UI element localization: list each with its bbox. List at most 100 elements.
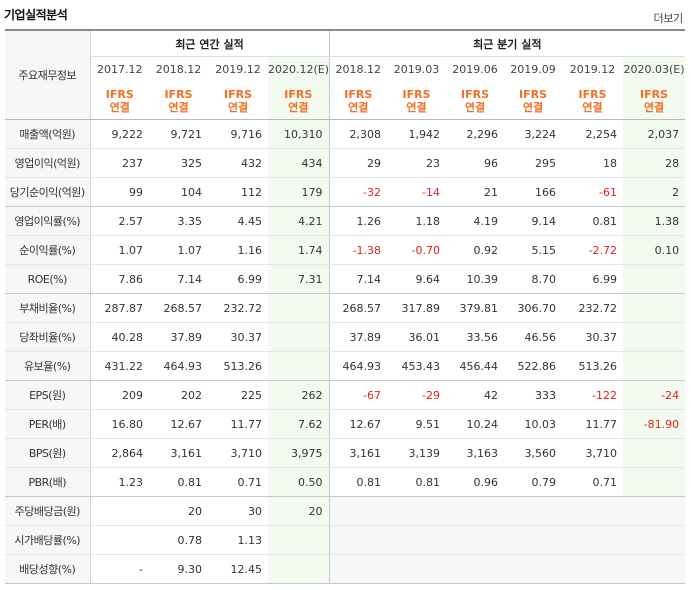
value-cell: 513.26 bbox=[562, 351, 624, 381]
value-cell: 0.71 bbox=[562, 467, 624, 497]
basis-label: 연결 bbox=[582, 100, 603, 114]
value-cell bbox=[446, 496, 505, 526]
value-cell: -81.90 bbox=[623, 409, 686, 439]
ifrs-label: IFRS bbox=[105, 87, 134, 101]
row-label: 순이익률(%) bbox=[5, 235, 91, 265]
value-cell: 18 bbox=[562, 148, 624, 178]
value-cell bbox=[90, 496, 149, 526]
table-row: ROE(%) 7.86 7.14 6.99 7.31 7.14 9.64 10.39 8.70 6… bbox=[5, 264, 686, 294]
value-cell: 287.87 bbox=[90, 293, 149, 323]
value-cell: 6.99 bbox=[562, 264, 624, 294]
period-header: 2018.12 bbox=[335, 63, 382, 76]
value-cell: 232.72 bbox=[208, 293, 268, 323]
value-cell bbox=[623, 438, 686, 468]
value-cell bbox=[623, 554, 686, 584]
value-cell: 4.45 bbox=[208, 206, 268, 236]
value-cell: 8.70 bbox=[504, 264, 563, 294]
value-cell: -61 bbox=[562, 177, 624, 207]
value-cell: 33.56 bbox=[446, 322, 505, 352]
value-cell bbox=[90, 525, 149, 555]
basis-label: 연결 bbox=[464, 100, 486, 114]
value-cell bbox=[387, 496, 447, 526]
value-cell: 2,037 bbox=[623, 119, 686, 149]
row-label: BPS(원) bbox=[5, 438, 91, 468]
value-cell: 306.70 bbox=[504, 293, 563, 323]
value-cell bbox=[623, 525, 686, 555]
period-header: 2018.12 bbox=[155, 63, 202, 76]
value-cell: 9.51 bbox=[387, 409, 447, 439]
value-cell: 3.35 bbox=[149, 206, 208, 236]
value-cell: 2,254 bbox=[562, 119, 624, 149]
value-cell: 522.86 bbox=[504, 351, 563, 381]
basis-label: 연결 bbox=[288, 100, 309, 114]
table-row: 영업이익률(%) 2.57 3.35 4.45 4.21 1.26 1.18 4.19 9.14… bbox=[5, 206, 686, 236]
value-cell bbox=[623, 322, 686, 352]
value-cell: 0.81 bbox=[329, 467, 388, 497]
value-cell bbox=[446, 554, 505, 584]
value-cell bbox=[562, 496, 624, 526]
value-cell: 268.57 bbox=[329, 293, 388, 323]
value-cell: 7.14 bbox=[149, 264, 208, 294]
value-cell: 12.67 bbox=[149, 409, 208, 439]
value-cell: 3,975 bbox=[268, 438, 330, 468]
quarter-header: 최근 분기 실적 bbox=[329, 30, 686, 57]
row-label: 매출액(억원) bbox=[5, 119, 91, 149]
value-cell: 21 bbox=[446, 177, 505, 207]
section-title: 기업실적분석 bbox=[4, 8, 68, 22]
table-row: 매출액(억원) 9,222 9,721 9,716 10,310 2,308 1,942 2,… bbox=[5, 119, 686, 149]
ifrs-label: IFRS bbox=[402, 87, 431, 101]
value-cell: -29 bbox=[387, 380, 447, 410]
value-cell: 7.86 bbox=[90, 264, 149, 294]
value-cell: -32 bbox=[329, 177, 388, 207]
table-row: BPS(원) 2,864 3,161 3,710 3,975 3,161 3,139 3,16… bbox=[5, 438, 686, 468]
value-cell: 4.19 bbox=[446, 206, 505, 236]
value-cell: -0.70 bbox=[387, 235, 447, 265]
value-cell bbox=[387, 525, 447, 555]
table-row: 영업이익(억원) 237 325 432 434 29 23 96 295 18 28 bbox=[5, 148, 686, 178]
value-cell: 0.81 bbox=[149, 467, 208, 497]
value-cell: 262 bbox=[268, 380, 330, 410]
value-cell: 46.56 bbox=[504, 322, 563, 352]
accounting-standard: IFRS 연결 bbox=[504, 82, 563, 120]
value-cell: 12.45 bbox=[208, 554, 268, 584]
value-cell: 2,308 bbox=[329, 119, 388, 149]
accounting-standard: IFRS 연결 bbox=[268, 82, 330, 120]
value-cell: 9,721 bbox=[149, 119, 208, 149]
ifrs-label: IFRS bbox=[224, 87, 252, 101]
value-cell: -2.72 bbox=[562, 235, 624, 265]
row-label: 시가배당률(%) bbox=[5, 525, 91, 555]
value-cell: 3,560 bbox=[504, 438, 563, 468]
value-cell: 0.71 bbox=[208, 467, 268, 497]
value-cell: 202 bbox=[149, 380, 208, 410]
basis-label: 연결 bbox=[406, 100, 427, 114]
value-cell: 112 bbox=[208, 177, 268, 207]
value-cell bbox=[268, 322, 330, 352]
value-cell: 0.92 bbox=[446, 235, 505, 265]
period-header: 2019.06 bbox=[452, 63, 498, 76]
row-label: 당좌비율(%) bbox=[5, 322, 91, 352]
value-cell bbox=[504, 496, 563, 526]
value-cell: 1.23 bbox=[90, 467, 149, 497]
value-cell: 16.80 bbox=[90, 409, 149, 439]
value-cell: 28 bbox=[623, 148, 686, 178]
value-cell: 20 bbox=[268, 496, 330, 526]
accounting-standard: IFRS 연결 bbox=[329, 82, 388, 120]
value-cell: 1.38 bbox=[623, 206, 686, 236]
value-cell: 30.37 bbox=[208, 322, 268, 352]
value-cell bbox=[268, 351, 330, 381]
value-cell bbox=[623, 496, 686, 526]
table-row: 당기순이익(억원) 99 104 112 179 -32 -14 21 166 -61 2 bbox=[5, 177, 686, 207]
value-cell: 2,864 bbox=[90, 438, 149, 468]
value-cell: 1.13 bbox=[208, 525, 268, 555]
value-cell: 23 bbox=[387, 148, 447, 178]
table-row: 배당성향(%) -9.30 12.45 bbox=[5, 554, 686, 584]
value-cell: 3,224 bbox=[504, 119, 563, 149]
value-cell: 0.79 bbox=[504, 467, 563, 497]
table-row: 당좌비율(%) 40.28 37.89 30.37 37.89 36.01 33.56 46.… bbox=[5, 322, 686, 352]
value-cell: 333 bbox=[504, 380, 563, 410]
value-cell: 42 bbox=[446, 380, 505, 410]
more-link[interactable]: 더보기 bbox=[653, 12, 684, 25]
table-row: 순이익률(%) 1.07 1.07 1.16 1.74 -1.38 -0.70 0.92 5.1… bbox=[5, 235, 686, 265]
value-cell: 1,942 bbox=[387, 119, 447, 149]
value-cell bbox=[504, 525, 563, 555]
